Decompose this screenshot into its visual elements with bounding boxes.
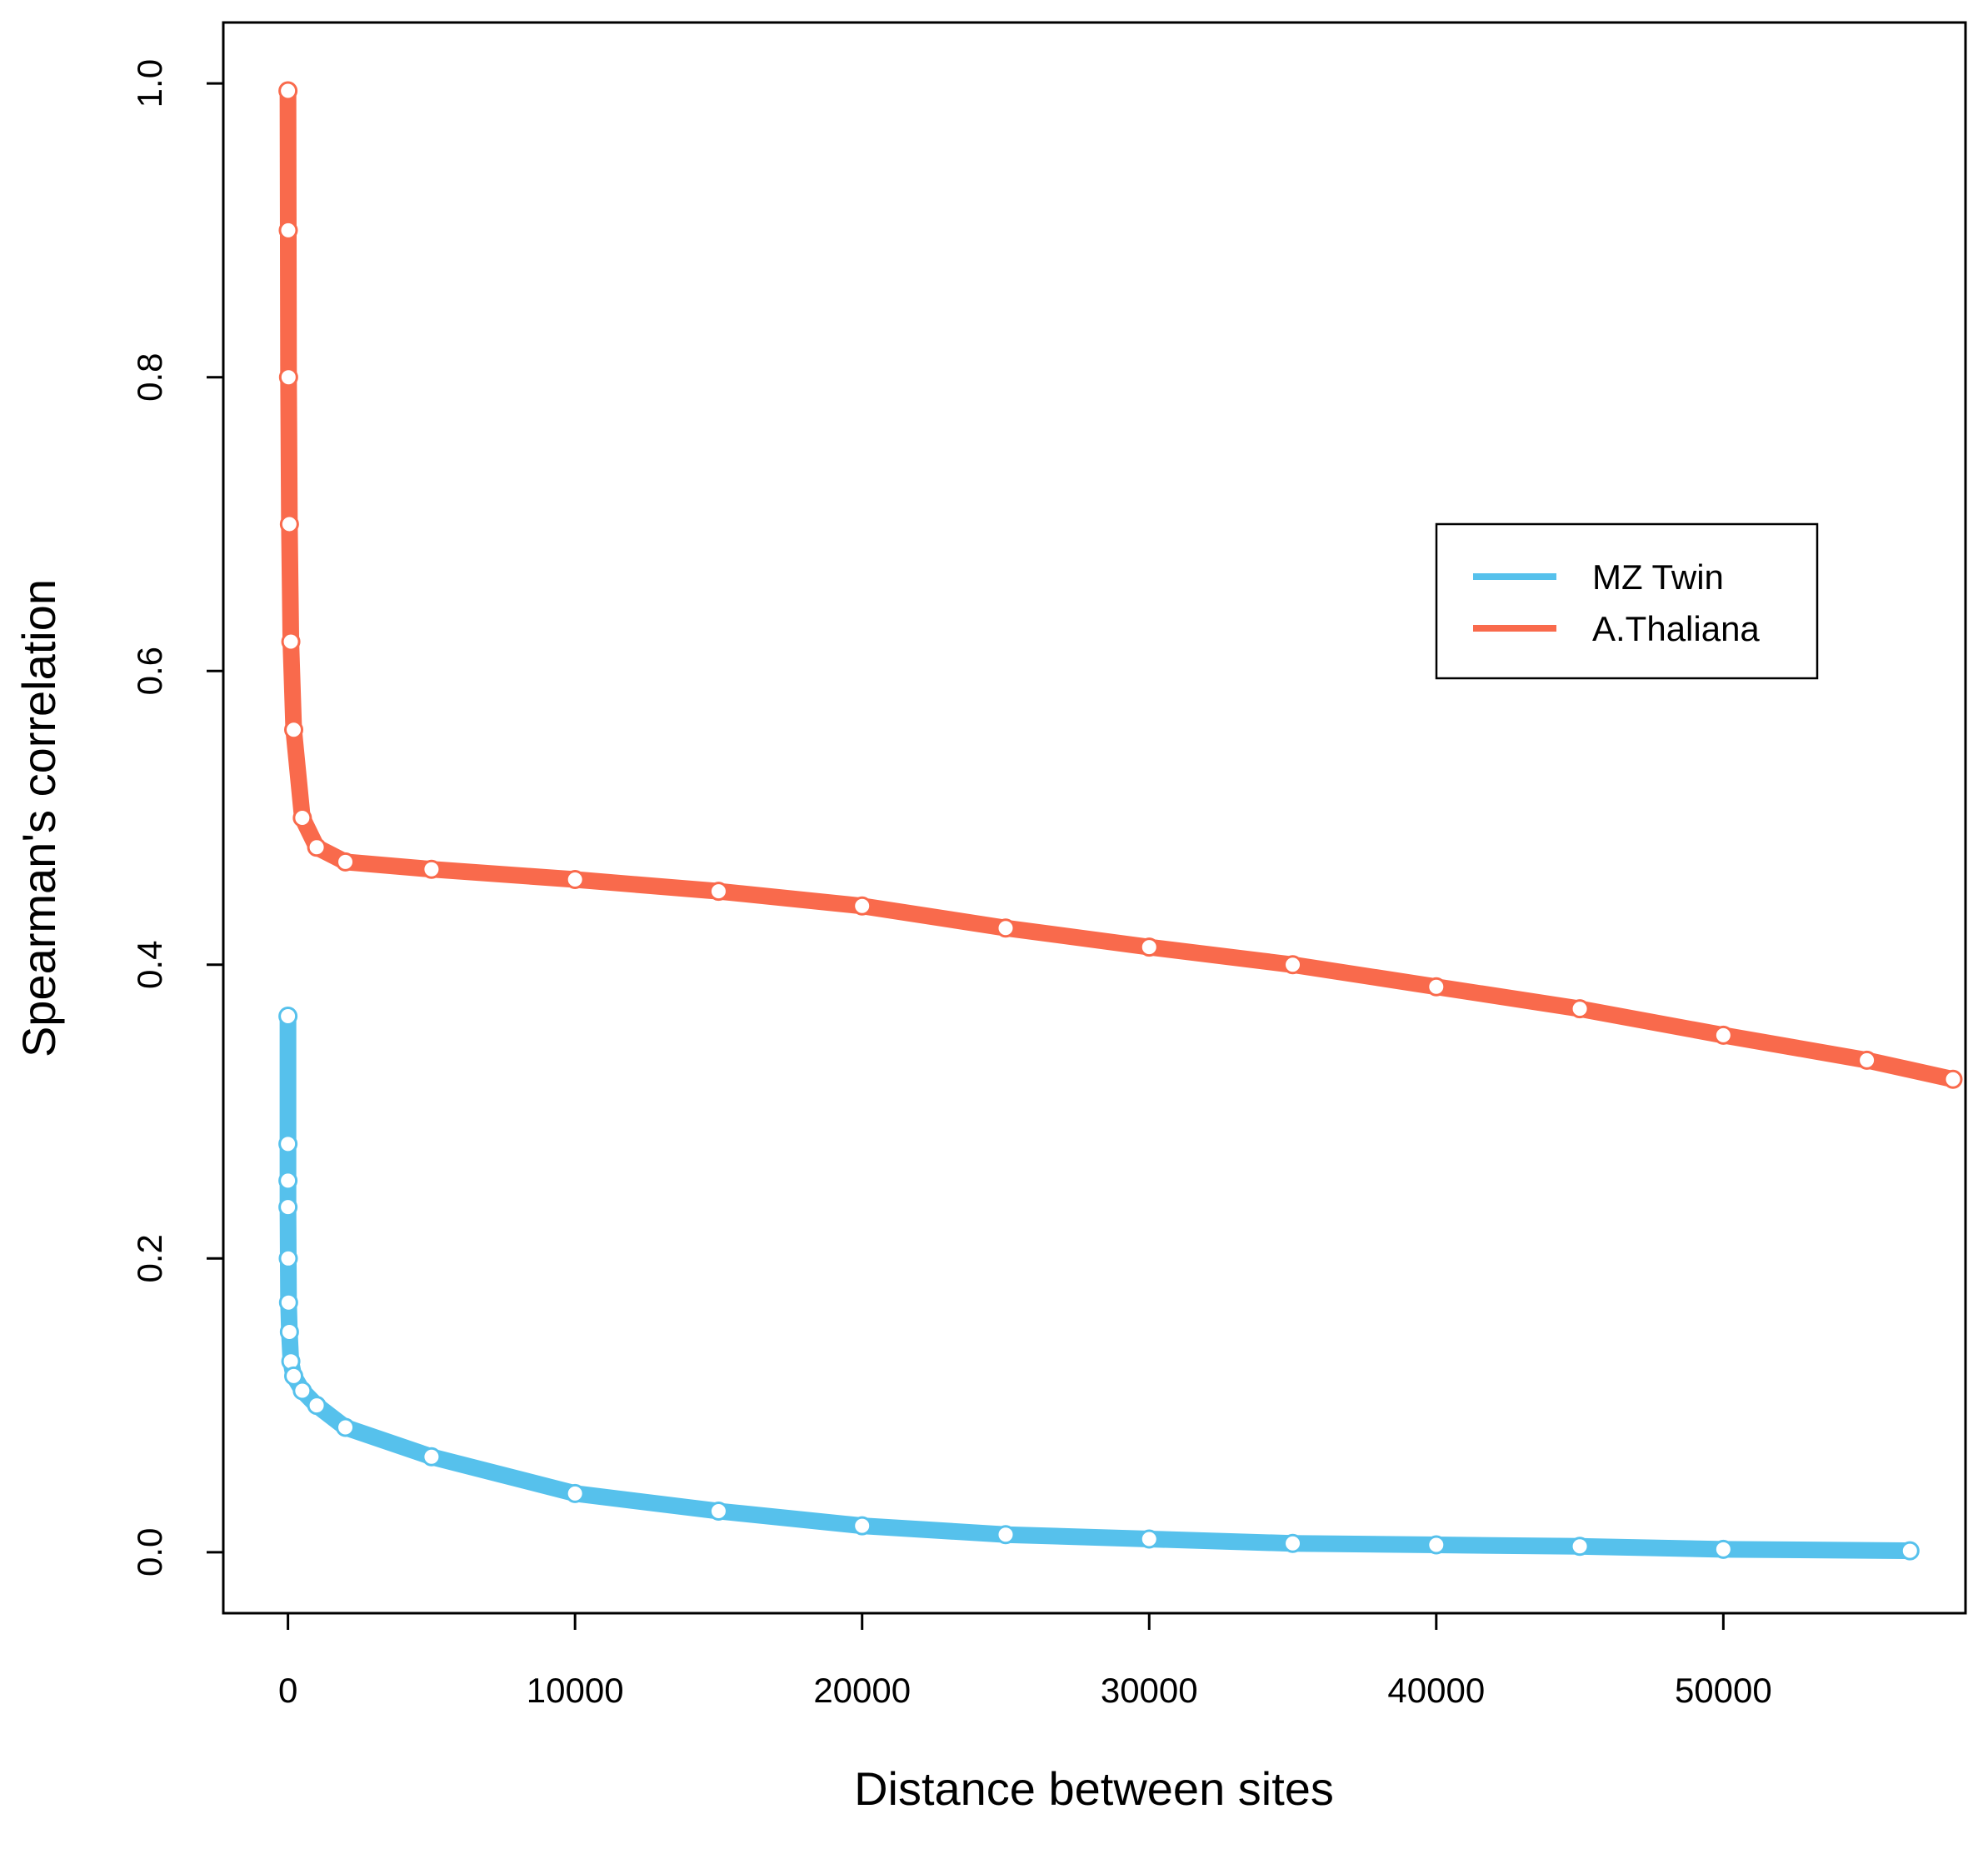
y-tick-label: 1.0 (130, 59, 169, 107)
series-band (279, 1007, 1919, 1560)
point (336, 1417, 356, 1437)
point (852, 1516, 872, 1536)
point (996, 1525, 1016, 1545)
point (422, 1447, 442, 1467)
point (279, 514, 299, 534)
point (565, 870, 585, 890)
y-tick-label: 0.4 (130, 941, 169, 989)
point (278, 81, 298, 101)
x-tick-label: 20000 (813, 1671, 911, 1710)
point (278, 1248, 298, 1268)
y-axis-title: Spearman's correlation (12, 579, 65, 1057)
point (708, 882, 728, 902)
y-tick-label: 0.8 (130, 352, 169, 401)
x-tick-label: 50000 (1675, 1671, 1772, 1710)
x-axis-title: Distance between sites (854, 1762, 1334, 1815)
x-tick-label: 30000 (1101, 1671, 1198, 1710)
point (278, 220, 298, 240)
y-tick-label: 0.0 (130, 1528, 169, 1577)
legend-box (1435, 522, 1819, 680)
point (1943, 1069, 1963, 1089)
legend-label: A.Thaliana (1592, 609, 1760, 648)
point (278, 1006, 298, 1026)
point (1283, 1533, 1303, 1553)
y-tick-label: 0.2 (130, 1234, 169, 1282)
point (278, 1292, 298, 1312)
y-tick-label: 0.6 (130, 647, 169, 695)
x-tick-label: 10000 (527, 1671, 624, 1710)
point (1283, 955, 1303, 975)
x-tick-label: 40000 (1387, 1671, 1485, 1710)
point (278, 1134, 298, 1154)
point (1857, 1050, 1877, 1070)
point (279, 1322, 299, 1342)
point (852, 896, 872, 916)
point (422, 859, 442, 879)
point (1900, 1541, 1920, 1561)
point (996, 918, 1016, 938)
point (278, 367, 298, 387)
point (1426, 1535, 1446, 1555)
point (708, 1501, 728, 1521)
point (307, 837, 327, 857)
point (284, 720, 304, 740)
point (281, 632, 301, 652)
plot-frame (222, 21, 1967, 1615)
point (1570, 999, 1590, 1019)
point (336, 852, 356, 872)
point (1570, 1537, 1590, 1557)
point (565, 1483, 585, 1503)
point (292, 808, 312, 827)
point (1139, 1529, 1159, 1549)
point (292, 1381, 312, 1401)
legend-label: MZ Twin (1592, 557, 1724, 597)
point (278, 1171, 298, 1191)
point (1139, 937, 1159, 957)
point (1713, 1539, 1733, 1559)
plot-area (278, 81, 1963, 1561)
point (1713, 1025, 1733, 1045)
point (1426, 977, 1446, 997)
point (307, 1396, 327, 1416)
point (284, 1366, 304, 1386)
x-tick-label: 0 (278, 1671, 297, 1710)
point (278, 1197, 298, 1217)
